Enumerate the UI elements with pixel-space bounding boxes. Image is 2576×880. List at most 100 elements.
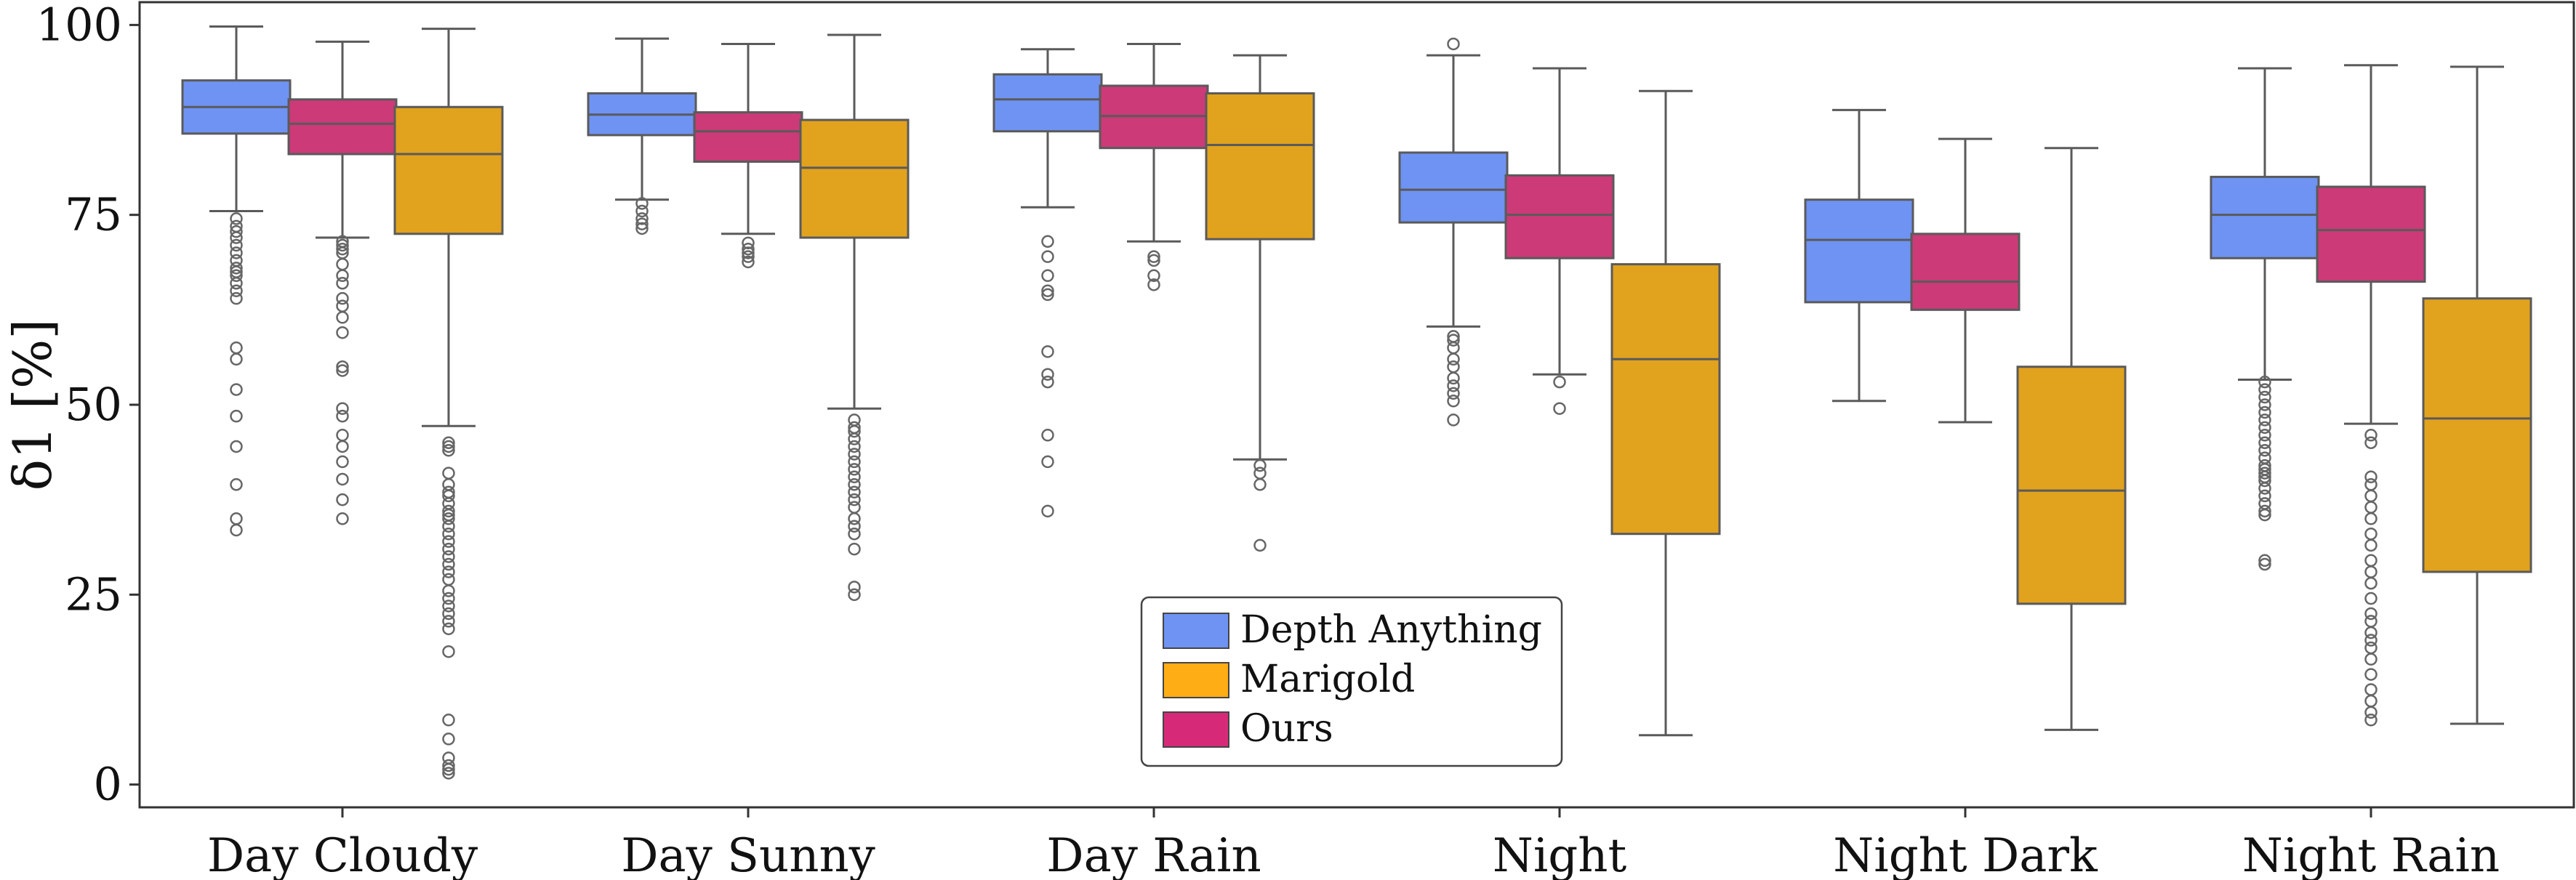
outlier-point — [336, 311, 349, 324]
box-ours — [1910, 137, 2021, 424]
legend-label: Depth Anything — [1240, 608, 1542, 652]
outlier-point — [230, 269, 243, 283]
legend: Depth Anything Marigold Ours — [1140, 596, 1563, 767]
box-depth-anything — [1804, 108, 1914, 403]
outlier-point — [2258, 436, 2271, 450]
outlier-point — [635, 222, 649, 235]
outlier-point — [442, 645, 455, 658]
outlier-point — [848, 512, 861, 525]
outlier-point — [442, 467, 455, 480]
outlier-point — [2258, 413, 2271, 427]
box-depth-anything — [2210, 67, 2320, 571]
outlier-point — [336, 291, 349, 305]
outlier-point — [230, 225, 243, 238]
box-body — [1398, 151, 1509, 224]
outlier-point — [1041, 368, 1054, 381]
outlier-point — [2364, 527, 2378, 541]
outlier-point — [442, 607, 455, 621]
y-tick-label: 75 — [65, 188, 122, 241]
outlier-point — [2364, 489, 2378, 503]
outlier-point — [336, 364, 349, 377]
outlier-point — [1041, 455, 1054, 469]
outlier-point — [2364, 436, 2378, 450]
box-depth-anything — [992, 48, 1103, 518]
outlier-point — [1447, 387, 1460, 400]
outlier-point — [2258, 443, 2271, 457]
legend-frame — [1140, 596, 1563, 767]
outlier-point — [442, 436, 455, 450]
outlier-point — [848, 470, 861, 484]
box-body — [287, 98, 398, 156]
outlier-point — [442, 573, 455, 586]
outlier-point — [1041, 288, 1054, 302]
outlier-point — [2258, 421, 2271, 435]
outlier-point — [1553, 402, 1566, 415]
outlier-point — [1041, 284, 1054, 297]
outlier-point — [2364, 501, 2378, 514]
outlier-point — [336, 360, 349, 374]
outlier-point — [442, 504, 455, 518]
outlier-point — [848, 581, 861, 594]
outlier-point — [742, 250, 755, 263]
outlier-point — [230, 383, 243, 396]
outlier-point — [2364, 470, 2378, 484]
outlier-point — [442, 542, 455, 556]
outlier-point — [230, 409, 243, 423]
outlier-point — [635, 197, 649, 210]
y-tick-label: 0 — [94, 758, 122, 811]
box-layer — [181, 25, 2532, 780]
outlier-point — [336, 512, 349, 525]
box-ours — [287, 40, 398, 525]
legend-label: Marigold — [1240, 658, 1415, 701]
outlier-point — [848, 493, 861, 506]
outlier-point — [1447, 352, 1460, 366]
outlier-point — [336, 269, 349, 283]
outlier-point — [230, 238, 243, 252]
outlier-point — [848, 455, 861, 469]
outlier-point — [230, 291, 243, 305]
outlier-point — [1447, 360, 1460, 374]
outlier-point — [2364, 538, 2378, 552]
category-label: Night Rain — [2242, 829, 2500, 880]
box-ours — [1504, 67, 1615, 415]
box-ours — [2316, 64, 2426, 727]
outlier-point — [1447, 395, 1460, 408]
outlier-point — [442, 622, 455, 636]
legend-swatch — [1163, 613, 1229, 649]
outlier-point — [2364, 576, 2378, 590]
box-body — [393, 105, 504, 235]
outlier-point — [1253, 478, 1267, 491]
outlier-point — [2364, 706, 2378, 719]
box-body — [1804, 198, 1914, 304]
box-marigold — [1610, 89, 1721, 737]
box-body — [1504, 174, 1615, 259]
outlier-point — [1041, 235, 1054, 249]
box-ours — [1099, 42, 1209, 291]
outlier-point — [2364, 607, 2378, 621]
outlier-point — [2258, 508, 2271, 522]
outlier-point — [336, 277, 349, 290]
outlier-point — [2258, 398, 2271, 411]
box-body — [2316, 185, 2426, 283]
outlier-point — [848, 478, 861, 491]
outlier-point — [848, 432, 861, 445]
box-body — [1910, 233, 2021, 311]
outlier-point — [848, 448, 861, 461]
outlier-point — [230, 523, 243, 537]
outlier-point — [1041, 345, 1054, 358]
outlier-point — [230, 440, 243, 453]
outlier-point — [336, 440, 349, 453]
outlier-point — [848, 542, 861, 556]
outlier-point — [1253, 459, 1267, 472]
outlier-point — [848, 485, 861, 498]
outlier-point — [2258, 383, 2271, 396]
outlier-point — [442, 584, 455, 597]
box-body — [799, 118, 910, 239]
box-marigold — [393, 28, 504, 780]
outlier-point — [1253, 538, 1267, 552]
outlier-point — [742, 255, 755, 269]
outlier-point — [230, 277, 243, 290]
outlier-point — [2364, 554, 2378, 568]
outlier-point — [1447, 37, 1460, 51]
